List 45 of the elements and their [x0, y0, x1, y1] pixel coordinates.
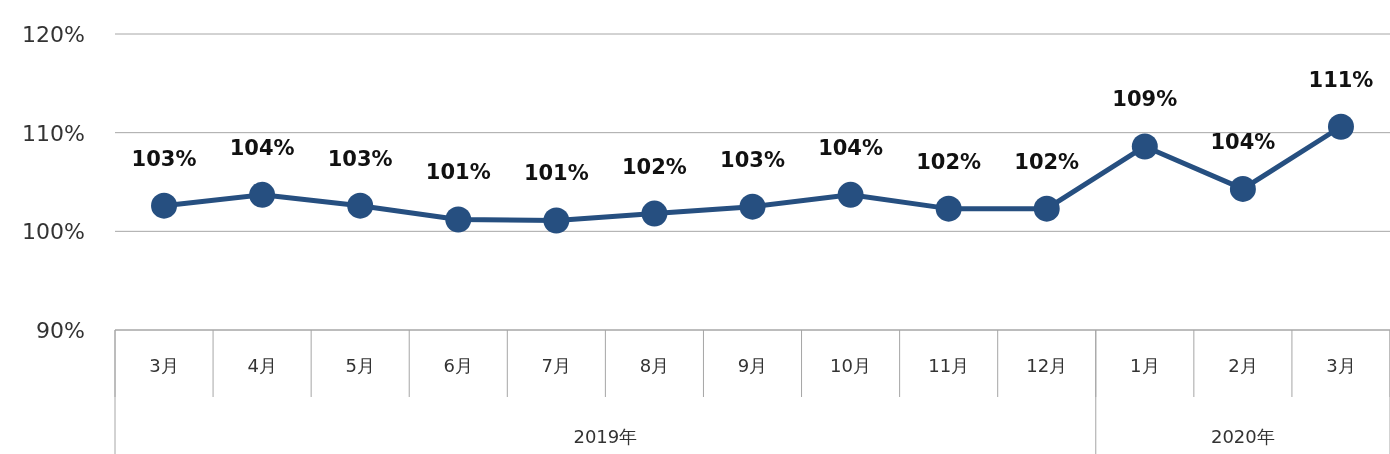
x-tick-label: 4月: [247, 355, 277, 376]
point: [1327, 113, 1354, 140]
x-tick-label: 12月: [1026, 355, 1068, 376]
y-tick-label: 120%: [22, 22, 85, 47]
point: [641, 200, 668, 227]
point: [249, 181, 276, 208]
x-tick-label: 7月: [541, 355, 572, 376]
data-label: 102%: [916, 149, 982, 174]
data-label: 104%: [229, 135, 295, 160]
x-tick-label: 3月: [149, 355, 179, 376]
x-tick-label: 2月: [1228, 355, 1258, 376]
point: [1131, 133, 1158, 160]
x-tick-label: 11月: [928, 355, 970, 376]
text: 2019年: [573, 426, 638, 447]
point: [151, 192, 178, 219]
data-label: 103%: [720, 147, 785, 172]
data-label: 102%: [621, 154, 687, 179]
data-label: 103%: [131, 146, 197, 171]
point: [347, 192, 374, 219]
x-tick-label: 10月: [830, 355, 872, 376]
y-tick-label: 90%: [36, 318, 85, 343]
y-tick-label: 100%: [22, 219, 85, 245]
data-label: 111%: [1308, 67, 1374, 92]
point: [1229, 175, 1256, 202]
data-label: 104%: [1210, 129, 1276, 154]
data-label: 101%: [523, 161, 589, 186]
text: 2020年: [1210, 426, 1275, 447]
data-label: 102%: [1014, 149, 1080, 174]
x-tick-label: 1月: [1130, 355, 1160, 376]
data-label: 109%: [1112, 87, 1178, 112]
data-label: 104%: [818, 135, 884, 160]
data-label: 103%: [327, 146, 393, 171]
point: [739, 193, 766, 220]
point: [935, 195, 962, 222]
point: [1033, 195, 1060, 222]
x-tick-label: 5月: [345, 355, 375, 376]
x-tick-label: 8月: [639, 355, 670, 376]
point: [543, 207, 570, 234]
x-tick-label: 9月: [737, 355, 768, 376]
x-tick-label: 3月: [1326, 355, 1356, 376]
y-tick-label: 110%: [22, 120, 85, 146]
point: [837, 181, 864, 208]
x-tick-label: 6月: [443, 355, 473, 376]
data-label: 101%: [425, 160, 491, 185]
point: [445, 206, 472, 233]
